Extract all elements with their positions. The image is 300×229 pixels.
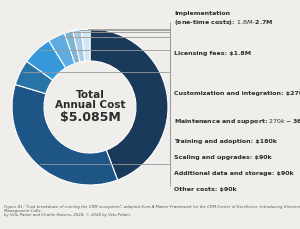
Wedge shape (12, 85, 118, 185)
Text: Total: Total (76, 90, 104, 100)
Wedge shape (73, 30, 85, 62)
Wedge shape (49, 33, 75, 68)
Text: Figure 41: "Cost breakdown of running the CRM ecosystem", adapted from A Master : Figure 41: "Cost breakdown of running th… (4, 205, 300, 209)
Wedge shape (81, 29, 90, 61)
Wedge shape (64, 31, 80, 63)
Text: Customization and integration: $270k: Customization and integration: $270k (174, 92, 300, 96)
Text: Licensing fees: $1.8M: Licensing fees: $1.8M (174, 52, 251, 57)
Wedge shape (27, 41, 66, 80)
Text: Scaling and upgrades: $90k: Scaling and upgrades: $90k (174, 155, 272, 160)
Text: Implementation
(one-time costs): $1.8M–$2.7M: Implementation (one-time costs): $1.8M–$… (174, 11, 274, 27)
Text: Other costs: $90k: Other costs: $90k (174, 186, 237, 191)
Text: Maintenance and support: $270k-$360k: Maintenance and support: $270k-$360k (174, 117, 300, 125)
Wedge shape (15, 61, 53, 94)
Text: $5.085M: $5.085M (60, 111, 120, 123)
Text: by Velu Palani and Charlie Havens, 2024. © 2024 by Velu Palani.: by Velu Palani and Charlie Havens, 2024.… (4, 213, 131, 217)
Text: Management CoEs.: Management CoEs. (4, 209, 42, 213)
Text: Additional data and storage: $90k: Additional data and storage: $90k (174, 171, 294, 175)
Text: Training and adoption: $180k: Training and adoption: $180k (174, 139, 277, 144)
Wedge shape (90, 29, 168, 180)
Text: Annual Cost: Annual Cost (55, 100, 125, 110)
